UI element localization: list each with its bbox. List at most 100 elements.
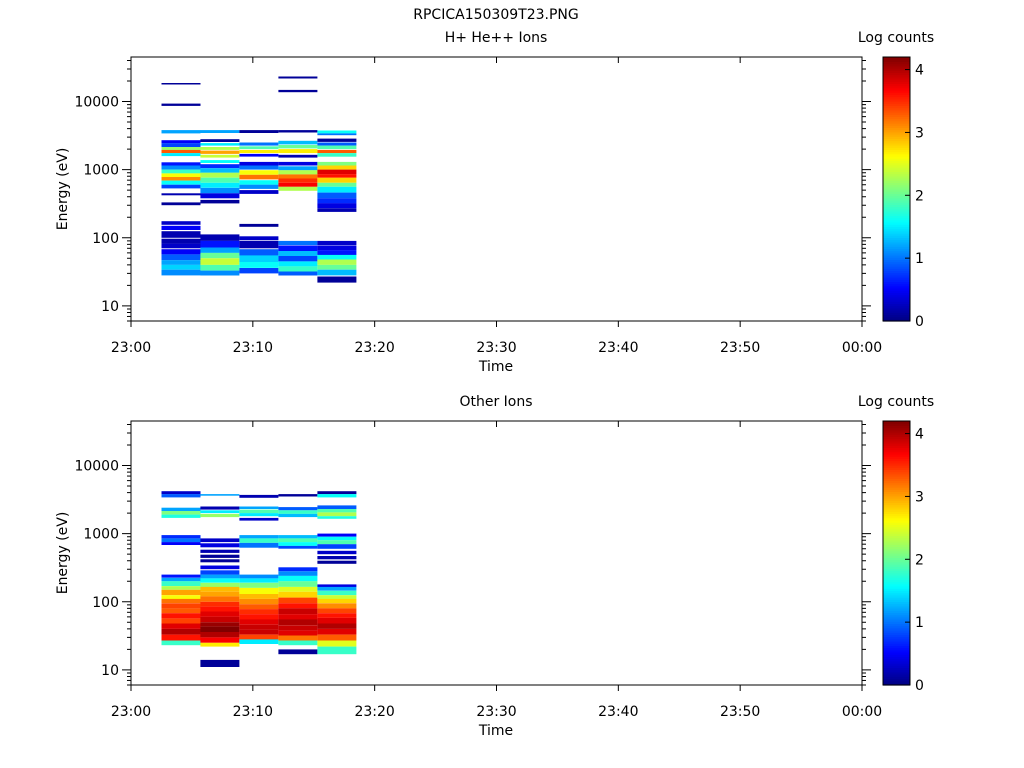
spectrogram-cell [278,266,318,272]
spectrogram-cells [161,76,357,283]
spectrogram-cell [161,143,201,147]
colorbar-segment [883,197,910,201]
spectrogram-cell [239,614,279,620]
spectrogram-cell [239,174,279,180]
spectrogram-cell [278,625,318,631]
colorbar-segment [883,566,910,569]
spectrogram-cell [239,538,279,543]
colorbar-label: Log counts [858,30,934,46]
colorbar-segment [883,610,910,613]
spectrogram-cell [161,83,201,85]
spectrogram-cell [200,578,240,583]
colorbar-segment [883,581,910,585]
colorbar-segment [883,436,910,440]
colorbar-segment [883,173,910,177]
colorbar-segment [883,200,910,203]
spectrogram-cell [239,542,279,548]
spectrogram-cell [317,264,357,270]
spectrogram-cell [161,153,201,157]
spectrogram-cell [317,182,357,187]
colorbar-segment [883,647,910,651]
spectrogram-cell [317,533,357,537]
y-tick-label: 100 [92,231,119,247]
spectrogram-cell [239,170,279,175]
spectrogram-cell [161,598,201,604]
spectrogram-cell [239,165,279,170]
colorbar-segment [883,160,910,164]
colorbar-segment [883,228,910,232]
colorbar-segment [883,175,910,179]
colorbar: 0 1 2 3 4 Log counts [858,30,934,330]
colorbar: 0 1 2 3 4 Log counts [858,394,934,694]
colorbar-segment [883,526,910,530]
colorbar-segment [883,112,910,115]
colorbar-segment [883,105,910,109]
y-tick-label: 10 [101,663,119,679]
colorbar-segment [883,599,910,602]
spectrogram-cell [278,603,318,609]
colorbar-segment [883,191,910,194]
spectrogram-cell [317,245,357,251]
colorbar-segment [883,63,910,67]
colorbar-segment [883,616,910,620]
colorbar-segment [883,515,910,519]
colorbar-segment [883,447,910,451]
x-tick-label: 23:30 [476,340,516,356]
colorbar-segment [883,72,910,76]
spectrogram-cell [161,149,201,154]
spectrogram-cell [161,589,201,596]
spectrogram-cell [317,149,357,154]
colorbar-segment [883,316,910,320]
spectrogram-cell [317,536,357,541]
spectrogram-cell [317,165,357,170]
colorbar-segment [883,502,910,506]
spectrogram-cell [278,538,318,543]
colorbar-segment [883,667,910,671]
x-tick-label: 23:50 [720,340,760,356]
spectrogram-cell [161,249,201,255]
spectrogram-cell [317,505,357,509]
colorbar-segment [883,592,910,596]
colorbar-segment [883,632,910,635]
spectrogram-cell [317,192,357,199]
colorbar-segment [883,548,910,552]
colorbar-segment [883,208,910,212]
colorbar-segment [883,167,910,170]
y-axis-label: Energy (eV) [55,512,71,595]
spectrogram-cell [200,611,240,617]
colorbar-segment [883,614,910,618]
spectrogram-cell [200,147,240,150]
x-tick-label: 23:30 [476,704,516,720]
spectrogram-cell [239,190,279,194]
spectrogram-cell [278,240,318,246]
spectrogram-cell [239,624,279,630]
colorbar-tick-label: 0 [915,678,924,694]
spectrogram-cell [200,565,240,570]
spectrogram-cell [239,535,279,539]
spectrogram-cell [317,259,357,265]
spectrogram-cell [161,586,201,590]
colorbar-segment [883,239,910,243]
spectrogram-cell [278,575,318,582]
colorbar-segment [883,572,910,576]
colorbar-segment [883,586,910,589]
spectrogram-cell [200,143,240,146]
panel-title: H+ He++ Ions [445,30,548,46]
colorbar-segment [883,469,910,473]
colorbar-segment [883,138,910,142]
colorbar-tick-label: 2 [915,188,924,204]
colorbar-segment [883,109,910,113]
colorbar-segment [883,213,910,216]
colorbar-segment [883,634,910,638]
spectrogram-cell [161,514,201,518]
spectrogram-cell [317,550,357,555]
spectrogram-cell [239,142,279,146]
spectrogram-cell [239,161,279,166]
colorbar-segment [883,575,910,578]
spectrogram-cell [161,581,201,586]
spectrogram-cell [278,507,318,511]
spectrogram-cell [239,268,279,274]
spectrogram-cell [200,164,240,169]
colorbar-segment [883,81,910,84]
spectrogram-cell [161,511,201,515]
